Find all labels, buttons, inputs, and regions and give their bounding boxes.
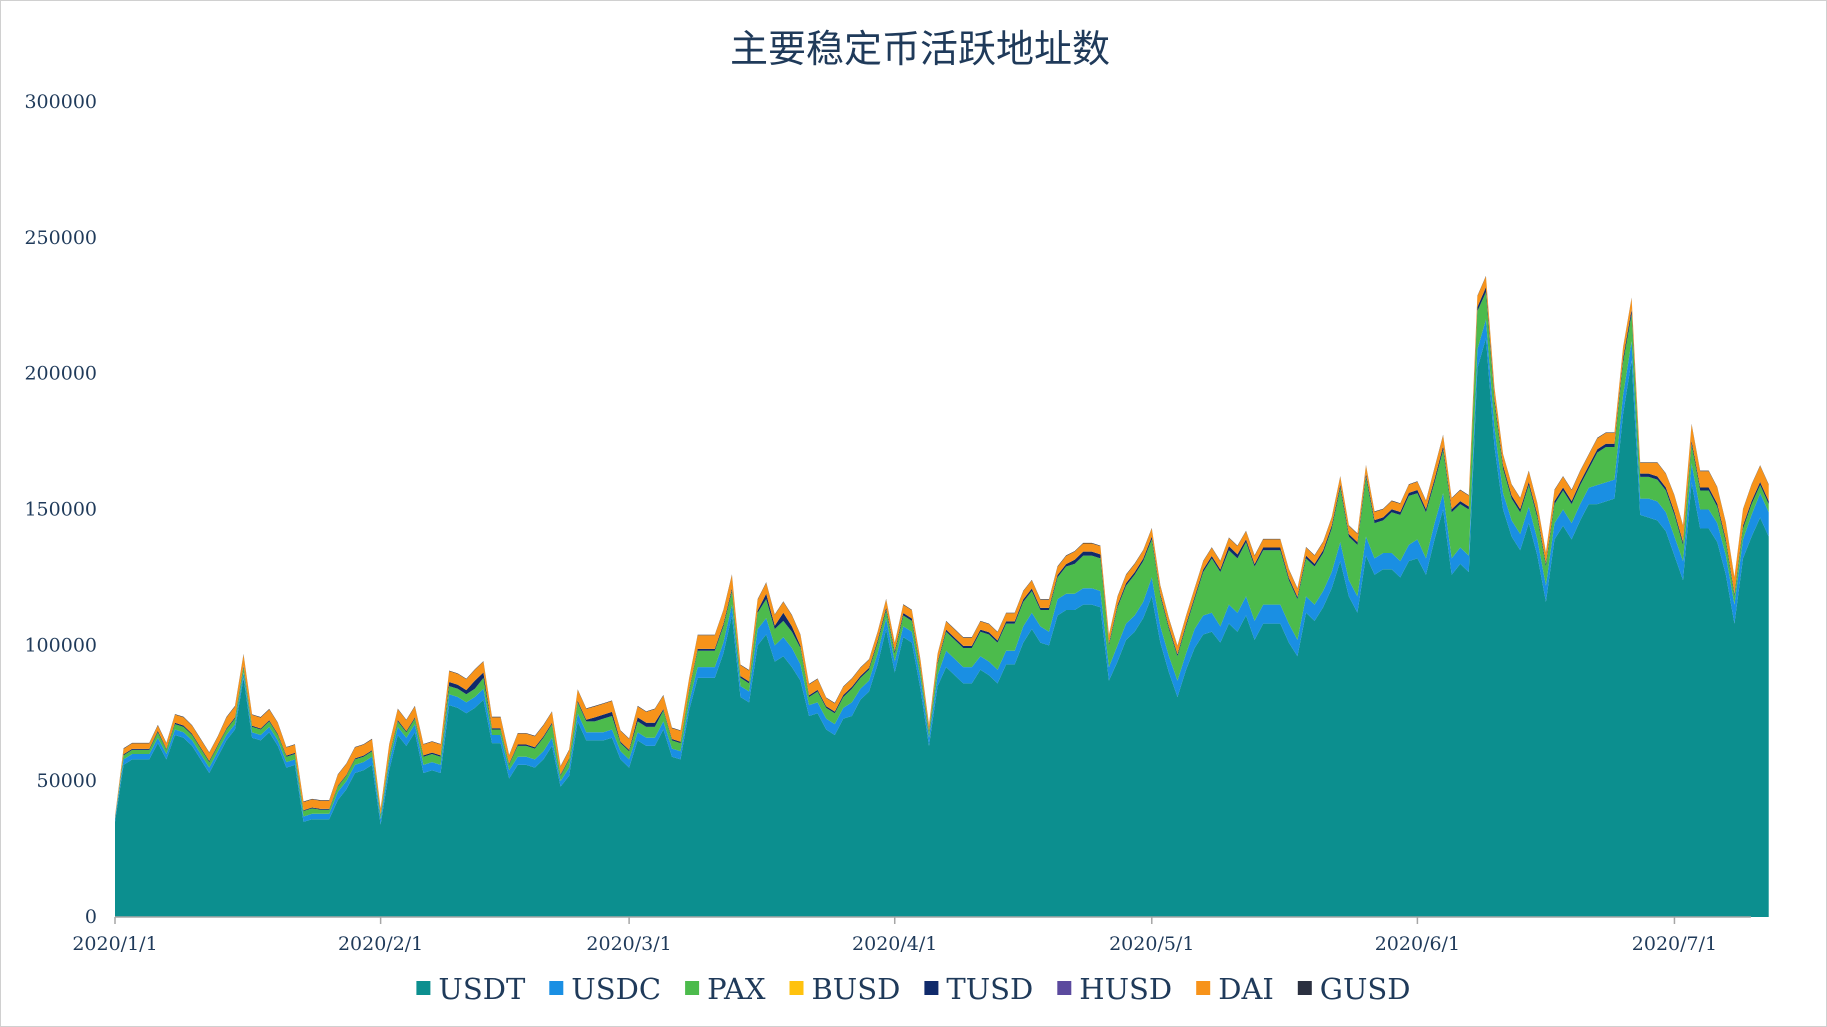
legend-label: PAX	[707, 972, 766, 1006]
legend: USDT USDC PAX BUSD TUSD HUSD DAI GUSD	[416, 972, 1411, 1006]
area-usdt	[115, 338, 1769, 918]
legend-label: DAI	[1218, 972, 1274, 1006]
legend-swatch	[416, 981, 431, 995]
legend-swatch	[1057, 981, 1072, 995]
legend-label: TUSD	[946, 972, 1033, 1006]
x-tick-label: 2020/1/1	[72, 933, 157, 955]
legend-swatch	[685, 981, 700, 995]
legend-label: USDT	[438, 972, 526, 1006]
x-tick-label: 2020/3/1	[586, 933, 671, 955]
y-tick-label: 0	[85, 906, 97, 928]
legend-swatch	[549, 981, 564, 995]
legend-label: GUSD	[1320, 972, 1411, 1006]
legend-label: USDC	[571, 972, 661, 1006]
y-tick-label: 200000	[24, 363, 97, 385]
legend-item-tusd: TUSD	[924, 972, 1033, 1006]
legend-item-busd: BUSD	[789, 972, 901, 1006]
legend-swatch	[789, 981, 804, 995]
x-tick-label: 2020/7/1	[1632, 933, 1717, 955]
legend-item-usdt: USDT	[416, 972, 526, 1006]
x-tick-label: 2020/6/1	[1375, 933, 1460, 955]
legend-label: HUSD	[1079, 972, 1172, 1006]
legend-label: BUSD	[812, 972, 901, 1006]
x-tick-label: 2020/5/1	[1109, 933, 1194, 955]
legend-item-gusd: GUSD	[1297, 972, 1411, 1006]
legend-item-pax: PAX	[685, 972, 766, 1006]
legend-swatch	[1297, 981, 1312, 995]
y-tick-label: 300000	[24, 91, 97, 113]
chart-title: 主要稳定币活跃地址数	[730, 27, 1110, 71]
legend-item-dai: DAI	[1196, 972, 1274, 1006]
y-tick-label: 100000	[24, 634, 97, 656]
legend-swatch	[924, 981, 939, 995]
y-tick-label: 150000	[24, 499, 97, 521]
legend-item-usdc: USDC	[549, 972, 661, 1006]
axes: 0 50000 100000 150000 200000 250000 300000 2020…	[24, 91, 1751, 955]
x-tick-label: 2020/2/1	[338, 933, 423, 955]
legend-item-husd: HUSD	[1057, 972, 1172, 1006]
legend-swatch	[1196, 981, 1211, 995]
series-areas	[115, 275, 1769, 918]
y-tick-label: 50000	[37, 770, 97, 792]
x-tick-label: 2020/4/1	[852, 933, 937, 955]
y-tick-label: 250000	[24, 227, 97, 249]
